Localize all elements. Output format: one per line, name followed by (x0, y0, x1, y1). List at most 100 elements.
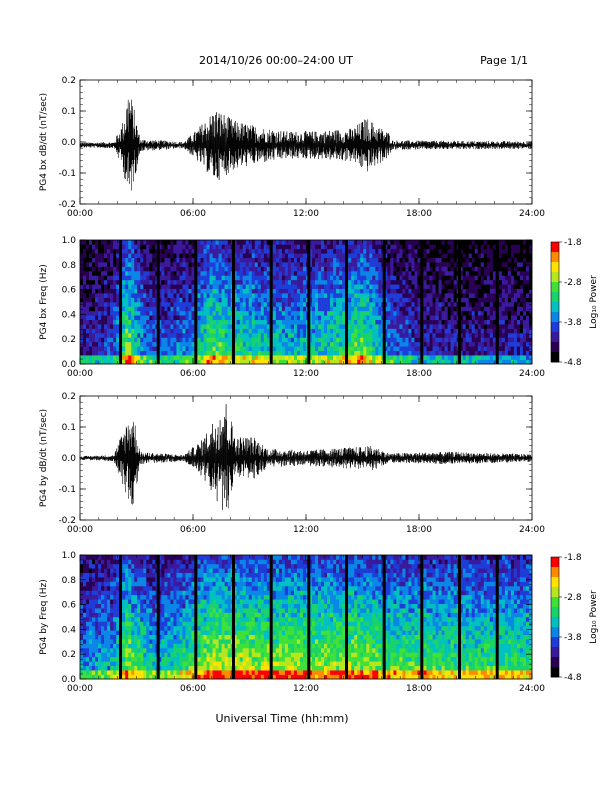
spectrogram-cell (140, 253, 144, 259)
spectrogram-cell (170, 350, 174, 356)
spectrogram-cell (86, 315, 90, 321)
spectrogram-cell (92, 266, 96, 272)
spectrogram-cell (339, 284, 343, 290)
spectrogram-cell (89, 257, 93, 263)
spectrogram-cell (146, 350, 150, 356)
spectrogram-cell (504, 350, 509, 356)
spectrogram-cell (215, 333, 219, 338)
spectrogram-cell (143, 248, 147, 254)
spectrogram-cell (459, 297, 463, 303)
spectrogram-cell (528, 288, 533, 294)
spectrogram-cell (107, 306, 111, 312)
spectrogram-cell (525, 248, 530, 254)
spectrogram-cell (480, 279, 485, 285)
spectrogram-cell (453, 350, 457, 356)
spectrogram-cell (324, 355, 328, 360)
spectrogram-cell (107, 670, 111, 675)
spectrogram-cell (101, 328, 105, 334)
spectrogram-cell (366, 293, 370, 298)
spectrogram-cell (206, 284, 210, 290)
spectrogram-cell (140, 262, 144, 267)
spectrogram-cell (510, 306, 515, 312)
spectrogram-cell (128, 244, 132, 250)
spectrogram-cell (170, 319, 174, 325)
spectrogram-cell (477, 306, 482, 312)
spectrogram-cell (327, 257, 331, 263)
spectrogram-cell (80, 240, 84, 245)
spectrogram-cell (375, 319, 379, 325)
colorbar-cell (551, 346, 559, 349)
spectrogram-cell (363, 293, 367, 298)
spectrogram-cell (206, 293, 210, 298)
spectrogram-cell (477, 315, 482, 321)
spectrogram-cell (405, 359, 409, 365)
spectrogram-cell (360, 275, 364, 281)
spectrogram-cell (387, 248, 391, 254)
spectrogram-cell (477, 337, 482, 343)
spectrogram-cell (366, 306, 370, 312)
spectrogram-cell (182, 288, 186, 294)
spectrogram-cell (426, 257, 430, 263)
spectrogram-cell (480, 359, 485, 365)
spectrogram-cell (519, 337, 524, 343)
spectrogram-cell (396, 306, 400, 312)
spectrogram-cell (423, 324, 427, 329)
spectrogram-cell (435, 288, 439, 294)
spectrogram-cell (284, 284, 289, 290)
spectrogram-cell (465, 293, 470, 298)
spectrogram-cell (399, 333, 403, 338)
spectrogram-cell (348, 288, 352, 294)
spectrogram-cell (209, 288, 213, 294)
spectrogram-cell (411, 257, 415, 263)
spectrogram-cell (417, 279, 421, 285)
spectrogram-cell (302, 302, 307, 307)
spectrogram-cell (209, 355, 213, 360)
spectrogram-cell (227, 328, 231, 334)
spectrogram-cell (131, 288, 135, 294)
spectrogram-cell (137, 253, 141, 259)
spectrogram-cell (321, 359, 325, 365)
y-axis-label: PG4 bx dB/dt (nT/sec) (39, 93, 49, 191)
spectrogram-cell (492, 346, 497, 352)
spectrogram-cell (363, 297, 367, 303)
spectrogram-cell (387, 297, 391, 303)
spectrogram-cell (312, 293, 316, 298)
spectrogram-cell (471, 315, 476, 321)
spectrogram-cell (185, 266, 189, 272)
spectrogram-cell (462, 337, 466, 343)
spectrogram-cell (167, 288, 171, 294)
spectrogram-cell (149, 350, 153, 356)
spectrogram-cell (107, 661, 111, 667)
spectrogram-cell (284, 266, 289, 272)
spectrogram-cell (227, 359, 231, 365)
spectrogram-cell (98, 568, 102, 574)
spectrogram-cell (384, 355, 388, 360)
spectrogram-cell (357, 355, 361, 360)
x-tick-label: 24:00 (519, 525, 545, 535)
spectrogram-cell (474, 346, 479, 352)
spectrogram-cell (149, 275, 153, 281)
spectrogram-cell (182, 271, 186, 276)
spectrogram-cell (110, 302, 114, 307)
spectrogram-cell (203, 306, 207, 312)
spectrogram-cell (92, 284, 96, 290)
spectrogram-cell (89, 355, 93, 360)
spectrogram-cell (348, 244, 352, 250)
spectrogram-cell (134, 350, 138, 356)
spectrogram-cell (390, 275, 394, 281)
spectrogram-cell (504, 306, 509, 312)
spectrogram-cell (161, 297, 165, 303)
spectrogram-cell (465, 253, 470, 259)
spectrogram-cell (351, 302, 355, 307)
spectrogram-cell (203, 324, 207, 329)
spectrogram-cell (390, 257, 394, 263)
spectrogram-cell (83, 279, 87, 285)
spectrogram-cell (113, 634, 117, 640)
data-gap (420, 240, 424, 364)
spectrogram-cell (441, 315, 445, 321)
spectrogram-cell (321, 293, 325, 298)
spectrogram-cell (275, 266, 280, 272)
spectrogram-cell (519, 324, 524, 329)
spectrogram-cell (357, 288, 361, 294)
spectrogram-cell (293, 279, 298, 285)
